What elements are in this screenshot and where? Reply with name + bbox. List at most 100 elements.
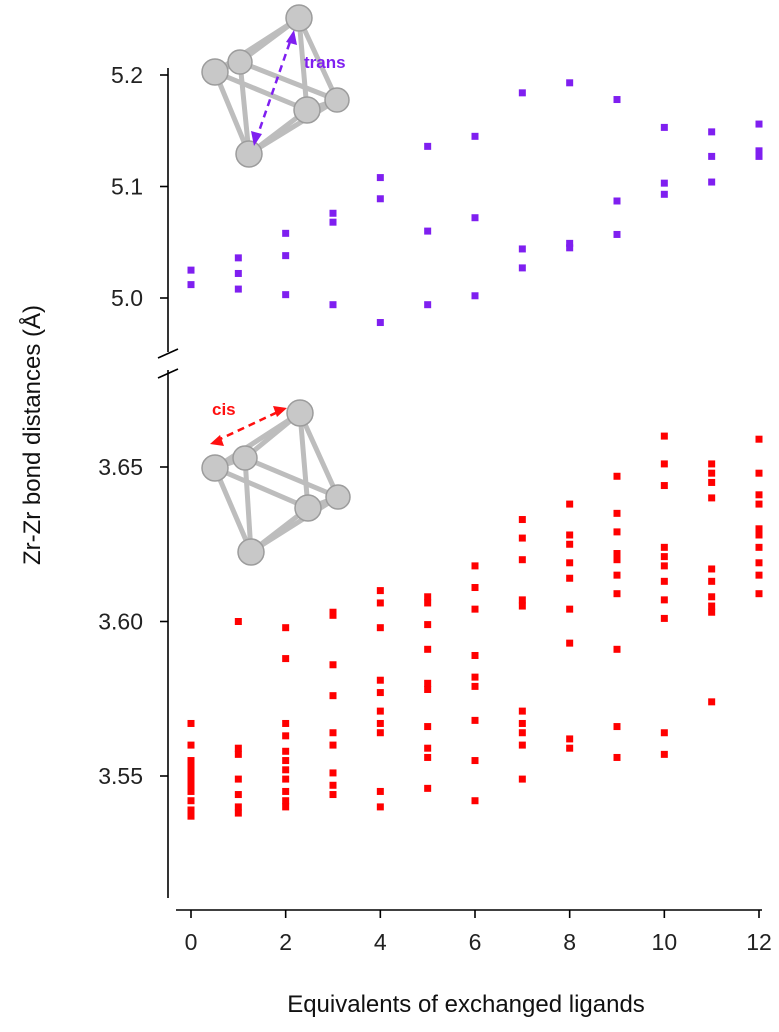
cis-point-56 [424, 753, 432, 761]
cis-point-89 [613, 550, 621, 558]
cis-point-91 [613, 571, 621, 579]
cis-point-38 [376, 587, 384, 595]
cis-point-92 [613, 590, 621, 598]
trans-arrowhead-top [286, 30, 297, 45]
cis-point-2 [187, 757, 195, 765]
cis-point-32 [329, 692, 337, 700]
trans-point-9 [329, 218, 337, 226]
cis-point-98 [660, 482, 668, 490]
x-tick-label-6: 12 [746, 929, 772, 955]
y-tick-label-lower-0: 3.55 [98, 763, 143, 789]
cis-point-84 [566, 735, 574, 743]
trans-point-21 [518, 245, 526, 253]
cis-point-3 [187, 763, 195, 771]
cis-point-78 [566, 531, 574, 539]
cis-point-58 [471, 562, 479, 570]
data-points [187, 79, 763, 820]
cis-point-107 [708, 460, 716, 468]
cis-point-118 [755, 469, 763, 477]
cis-point-9 [187, 806, 195, 814]
x-axis-title: Equivalents of exchanged ligands [287, 991, 645, 1018]
cis-point-76 [518, 775, 526, 783]
trans-point-27 [613, 197, 621, 205]
cis-point-61 [471, 651, 479, 659]
cis-point-71 [518, 602, 526, 610]
cis-octahedron-inset: cis [201, 399, 351, 566]
trans-point-5 [282, 229, 290, 237]
x-ticks: 0 2 4 6 8 10 12 [185, 910, 772, 955]
cis-point-60 [471, 605, 479, 613]
trans-point-18 [471, 214, 479, 222]
cis-point-117 [755, 435, 763, 443]
cis-point-54 [424, 723, 432, 731]
cis-arrowhead-left [210, 435, 224, 446]
cis-point-93 [613, 645, 621, 653]
cis-point-126 [755, 590, 763, 598]
cis-point-48 [424, 593, 432, 601]
y-ticks: 5.0 5.1 5.2 3.55 3.60 3.65 [98, 62, 168, 789]
trans-point-33 [708, 152, 716, 160]
cis-point-42 [376, 689, 384, 697]
cis-point-95 [613, 753, 621, 761]
trans-point-25 [566, 244, 574, 252]
trans-point-10 [329, 301, 337, 309]
trans-point-32 [708, 128, 716, 136]
trans-point-30 [660, 179, 668, 187]
cis-point-7 [187, 787, 195, 795]
y-tick-label-upper-0: 5.0 [111, 285, 143, 311]
trans-point-0 [187, 266, 195, 274]
cis-point-16 [234, 803, 242, 811]
cis-point-55 [424, 744, 432, 752]
cis-point-0 [187, 719, 195, 727]
cis-point-83 [566, 639, 574, 647]
trans-arrow [254, 35, 294, 141]
trans-point-6 [282, 252, 290, 260]
cis-point-101 [660, 562, 668, 570]
trans-point-26 [613, 96, 621, 104]
cis-point-119 [755, 491, 763, 499]
cis-point-77 [566, 500, 574, 508]
trans-point-17 [471, 132, 479, 140]
trans-point-36 [755, 147, 763, 155]
cis-point-123 [755, 543, 763, 551]
x-tick-label-5: 10 [652, 929, 678, 955]
cis-point-4 [187, 769, 195, 777]
cis-point-69 [518, 556, 526, 564]
cis-point-13 [234, 750, 242, 758]
cis-point-70 [518, 596, 526, 604]
cis-point-125 [755, 571, 763, 579]
cis-point-99 [660, 543, 668, 551]
cis-point-1 [187, 741, 195, 749]
trans-point-22 [518, 264, 526, 272]
y-axis-title: Zr-Zr bond distances (Å) [18, 305, 46, 565]
trans-point-35 [755, 120, 763, 128]
cis-point-90 [613, 556, 621, 564]
cis-point-111 [708, 565, 716, 573]
cis-point-46 [376, 787, 384, 795]
cis-point-62 [471, 673, 479, 681]
cis-point-68 [518, 534, 526, 542]
trans-point-19 [471, 292, 479, 300]
cis-point-82 [566, 605, 574, 613]
trans-point-3 [234, 269, 242, 277]
cis-point-19 [282, 655, 290, 663]
cis-point-35 [329, 769, 337, 777]
cis-point-110 [708, 494, 716, 502]
x-tick-label-2: 4 [374, 929, 387, 955]
cis-point-104 [660, 614, 668, 622]
cis-point-67 [518, 516, 526, 524]
cis-point-47 [376, 803, 384, 811]
trans-point-14 [424, 142, 432, 150]
cis-point-121 [755, 525, 763, 533]
cis-point-17 [234, 809, 242, 817]
cis-point-86 [613, 472, 621, 480]
cis-octahedron-bonds [212, 410, 341, 555]
cis-point-8 [187, 797, 195, 805]
cis-point-6 [187, 781, 195, 789]
cis-point-57 [424, 784, 432, 792]
cis-point-52 [424, 679, 432, 687]
cis-point-63 [471, 682, 479, 690]
trans-point-15 [424, 227, 432, 235]
trans-point-4 [234, 285, 242, 293]
trans-point-31 [660, 190, 668, 198]
